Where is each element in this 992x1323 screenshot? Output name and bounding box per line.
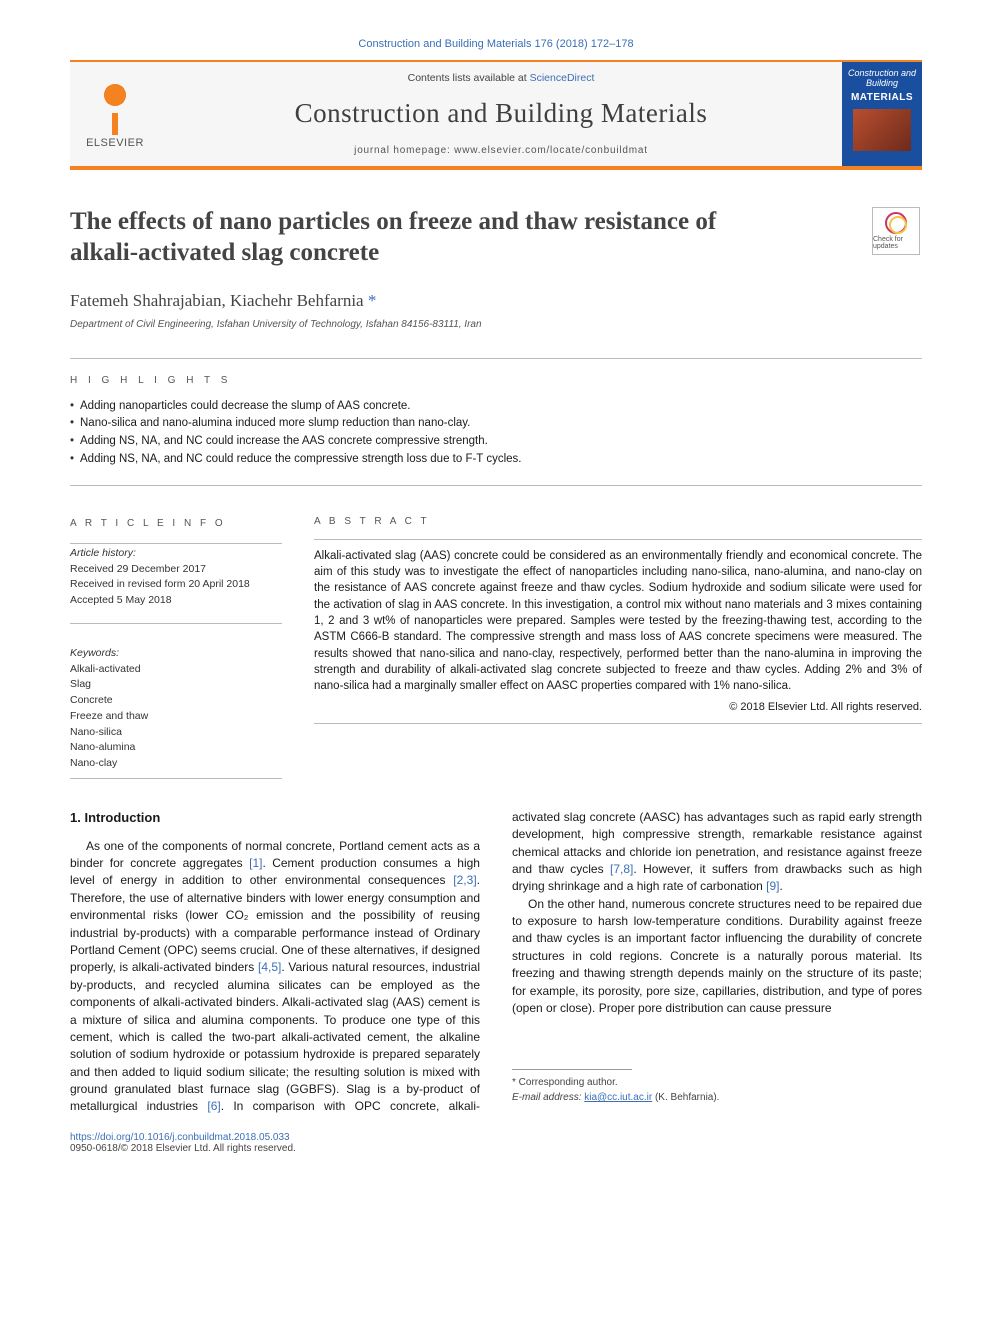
keywords-label: Keywords: xyxy=(70,646,282,662)
divider xyxy=(70,485,922,486)
author-list: Fatemeh Shahrajabian, Kiachehr Behfarnia… xyxy=(70,291,922,311)
divider xyxy=(70,358,922,359)
journal-title: Construction and Building Materials xyxy=(168,98,834,129)
keyword: Concrete xyxy=(70,693,282,709)
keyword: Nano-alumina xyxy=(70,740,282,756)
copyright: © 2018 Elsevier Ltd. All rights reserved… xyxy=(314,701,922,713)
highlights-heading: H I G H L I G H T S xyxy=(70,375,922,386)
contents-available: Contents lists available at ScienceDirec… xyxy=(168,72,834,84)
divider xyxy=(314,539,922,540)
corresponding-footer: * Corresponding author. E-mail address: … xyxy=(512,1069,922,1105)
doi-link[interactable]: https://doi.org/10.1016/j.conbuildmat.20… xyxy=(70,1132,290,1143)
intro-text: . xyxy=(780,879,783,893)
crossmark-ring-icon xyxy=(885,212,907,234)
keyword: Nano-silica xyxy=(70,725,282,741)
highlight-item: Nano-silica and nano-alumina induced mor… xyxy=(70,415,922,433)
email-who: (K. Behfarnia). xyxy=(652,1092,719,1103)
intro-paragraph: On the other hand, numerous concrete str… xyxy=(512,896,922,1018)
keyword: Alkali-activated xyxy=(70,662,282,678)
highlights-list: Adding nanoparticles could decrease the … xyxy=(70,398,922,469)
article-title: The effects of nano particles on freeze … xyxy=(70,206,790,269)
keyword: Nano-clay xyxy=(70,756,282,772)
received-date: Received 29 December 2017 xyxy=(70,562,282,578)
sciencedirect-link[interactable]: ScienceDirect xyxy=(530,72,595,84)
publisher-name: ELSEVIER xyxy=(86,137,144,149)
contents-prefix: Contents lists available at xyxy=(408,72,530,84)
corresponding-marker: * xyxy=(368,291,377,310)
divider xyxy=(70,623,282,624)
keyword: Freeze and thaw xyxy=(70,709,282,725)
history-label: Article history: xyxy=(70,546,282,562)
citation-line: Construction and Building Materials 176 … xyxy=(70,38,922,50)
abstract-column: A B S T R A C T Alkali-activated slag (A… xyxy=(314,500,922,772)
intro-heading: 1. Introduction xyxy=(70,809,480,828)
body-two-column: 1. Introduction As one of the components… xyxy=(70,809,922,1116)
abstract-heading: A B S T R A C T xyxy=(314,516,922,527)
revised-date: Received in revised form 20 April 2018 xyxy=(70,577,282,593)
email-link[interactable]: kia@cc.iut.ac.ir xyxy=(584,1092,652,1103)
journal-masthead: ELSEVIER Contents lists available at Sci… xyxy=(70,60,922,170)
ref-link[interactable]: [6] xyxy=(207,1099,220,1113)
cover-line2: MATERIALS xyxy=(851,92,913,103)
divider xyxy=(70,543,282,544)
check-updates-label: Check for updates xyxy=(873,236,919,250)
ref-link[interactable]: [9] xyxy=(766,879,779,893)
affiliation: Department of Civil Engineering, Isfahan… xyxy=(70,319,922,330)
ref-link[interactable]: [1] xyxy=(249,856,262,870)
accepted-date: Accepted 5 May 2018 xyxy=(70,593,282,609)
intro-text: . Various natural resources, industrial … xyxy=(70,960,480,1113)
cover-line1: Construction and Building xyxy=(846,68,918,88)
divider xyxy=(314,723,922,724)
ref-link[interactable]: [4,5] xyxy=(258,960,281,974)
cover-image-icon xyxy=(853,109,911,151)
highlight-item: Adding NS, NA, and NC could reduce the c… xyxy=(70,451,922,469)
doi-block: https://doi.org/10.1016/j.conbuildmat.20… xyxy=(70,1132,922,1154)
ref-link[interactable]: [2,3] xyxy=(453,873,476,887)
abstract-text: Alkali-activated slag (AAS) concrete cou… xyxy=(314,548,922,695)
email-label: E-mail address: xyxy=(512,1092,584,1103)
authors-text: Fatemeh Shahrajabian, Kiachehr Behfarnia xyxy=(70,291,364,310)
ref-link[interactable]: [7,8] xyxy=(610,862,633,876)
elsevier-logo: ELSEVIER xyxy=(70,62,160,166)
divider xyxy=(70,778,282,779)
keyword: Slag xyxy=(70,677,282,693)
highlight-item: Adding nanoparticles could decrease the … xyxy=(70,398,922,416)
corresponding-label: * Corresponding author. xyxy=(512,1076,922,1091)
journal-homepage[interactable]: journal homepage: www.elsevier.com/locat… xyxy=(168,145,834,156)
highlight-item: Adding NS, NA, and NC could increase the… xyxy=(70,433,922,451)
check-updates-badge[interactable]: Check for updates xyxy=(872,207,920,255)
article-info-heading: A R T I C L E I N F O xyxy=(70,516,282,531)
journal-cover-thumb: Construction and Building MATERIALS xyxy=(842,62,922,166)
issn-copyright: 0950-0618/© 2018 Elsevier Ltd. All right… xyxy=(70,1143,922,1154)
elsevier-tree-icon xyxy=(87,79,143,135)
article-info-column: A R T I C L E I N F O Article history: R… xyxy=(70,500,282,772)
